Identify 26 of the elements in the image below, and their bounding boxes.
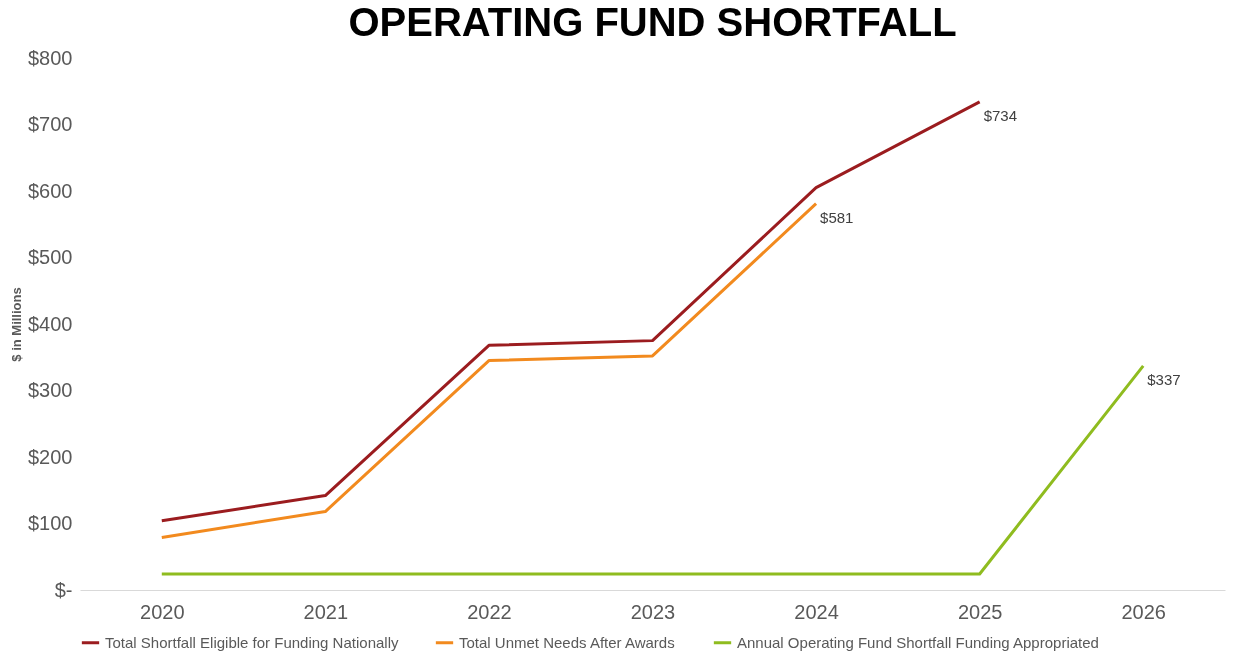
legend-label: Annual Operating Fund Shortfall Funding Appropriated bbox=[737, 633, 1099, 651]
x-tick-label: 2023 bbox=[630, 600, 676, 623]
y-tick-label: $300 bbox=[28, 379, 73, 401]
y-tick-label: $500 bbox=[28, 246, 73, 268]
x-tick-label: 2022 bbox=[467, 600, 512, 623]
y-tick-label: $- bbox=[54, 578, 73, 601]
x-tick-label: 2026 bbox=[1121, 600, 1166, 623]
data-label: $734 bbox=[983, 106, 1018, 124]
y-tick-label: $600 bbox=[28, 179, 73, 202]
legend-label: Total Unmet Needs After Awards bbox=[459, 633, 675, 651]
line-series bbox=[160, 202, 818, 539]
y-axis-title: $ in Millions bbox=[9, 287, 25, 362]
y-tick-label: $700 bbox=[28, 113, 73, 135]
y-tick-label: $400 bbox=[28, 312, 73, 335]
data-label: $337 bbox=[1147, 370, 1181, 388]
y-tick-label: $200 bbox=[28, 445, 73, 468]
x-tick-label: 2021 bbox=[303, 600, 349, 623]
chart-title: OPERATING FUND SHORTFALL bbox=[348, 0, 957, 44]
x-tick-label: 2020 bbox=[140, 600, 185, 623]
line-series bbox=[160, 100, 982, 523]
data-label: $581 bbox=[820, 208, 854, 226]
x-tick-label: 2025 bbox=[957, 600, 1003, 623]
y-tick-label: $100 bbox=[28, 512, 73, 534]
legend-label: Total Shortfall Eligible for Funding Nationally bbox=[105, 633, 399, 651]
x-tick-label: 2024 bbox=[794, 600, 839, 623]
y-tick-label: $800 bbox=[28, 46, 73, 69]
